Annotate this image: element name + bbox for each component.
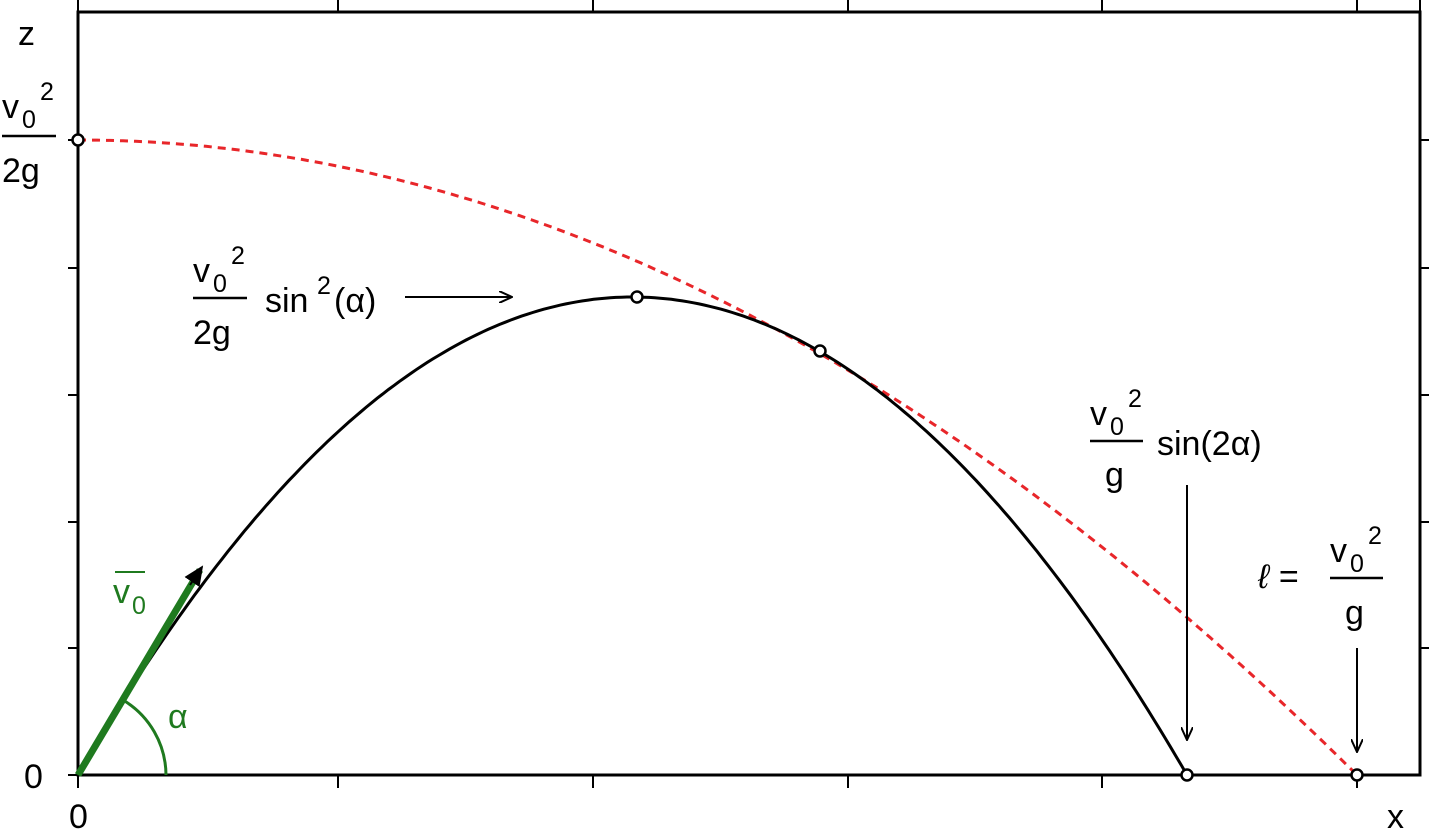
num-base: v: [1090, 395, 1107, 433]
num-sup: 2: [1368, 522, 1382, 550]
denominator: 2g: [193, 314, 231, 352]
point: [813, 344, 827, 358]
num-sup: 2: [40, 78, 54, 106]
num-sub: 0: [213, 270, 227, 298]
num-sub: 0: [1110, 413, 1124, 441]
points: [71, 133, 1364, 782]
ticks: [68, 0, 1429, 788]
velocity-arrowhead: [184, 565, 204, 587]
num-sub: 0: [22, 106, 36, 134]
denominator: 2g: [2, 152, 40, 190]
function: sin(2α): [1157, 425, 1262, 463]
denominator: g: [1105, 456, 1124, 494]
prefix: ℓ =: [1257, 558, 1298, 596]
point: [630, 290, 644, 304]
trajectory: [76, 295, 1189, 776]
z-origin-label: 0: [24, 758, 43, 796]
num-base: v: [2, 88, 19, 126]
x-axis-label: x: [1387, 798, 1404, 832]
velocity-base: v: [113, 573, 130, 611]
angle-arc: [122, 698, 168, 776]
num-base: v: [193, 252, 210, 290]
velocity-vector: [74, 568, 204, 777]
function: sin: [265, 282, 308, 320]
num-sub: 0: [1350, 550, 1364, 578]
plot-frame: [76, 10, 1422, 777]
denominator: g: [1345, 594, 1364, 632]
x-origin-label: 0: [69, 798, 88, 832]
point: [1180, 768, 1194, 782]
velocity-sub: 0: [132, 592, 146, 620]
num-sup: 2: [231, 242, 245, 270]
point: [71, 133, 85, 147]
point: [1350, 768, 1364, 782]
num-sup: 2: [1128, 385, 1142, 413]
fraction-bars: [2, 134, 1383, 580]
function-sup: 2: [317, 272, 331, 300]
envelope-curve: [78, 138, 1359, 777]
angle-label: α: [168, 698, 188, 736]
argument: (α): [334, 282, 376, 320]
z-axis-label: z: [18, 15, 35, 53]
num-base: v: [1330, 532, 1347, 570]
